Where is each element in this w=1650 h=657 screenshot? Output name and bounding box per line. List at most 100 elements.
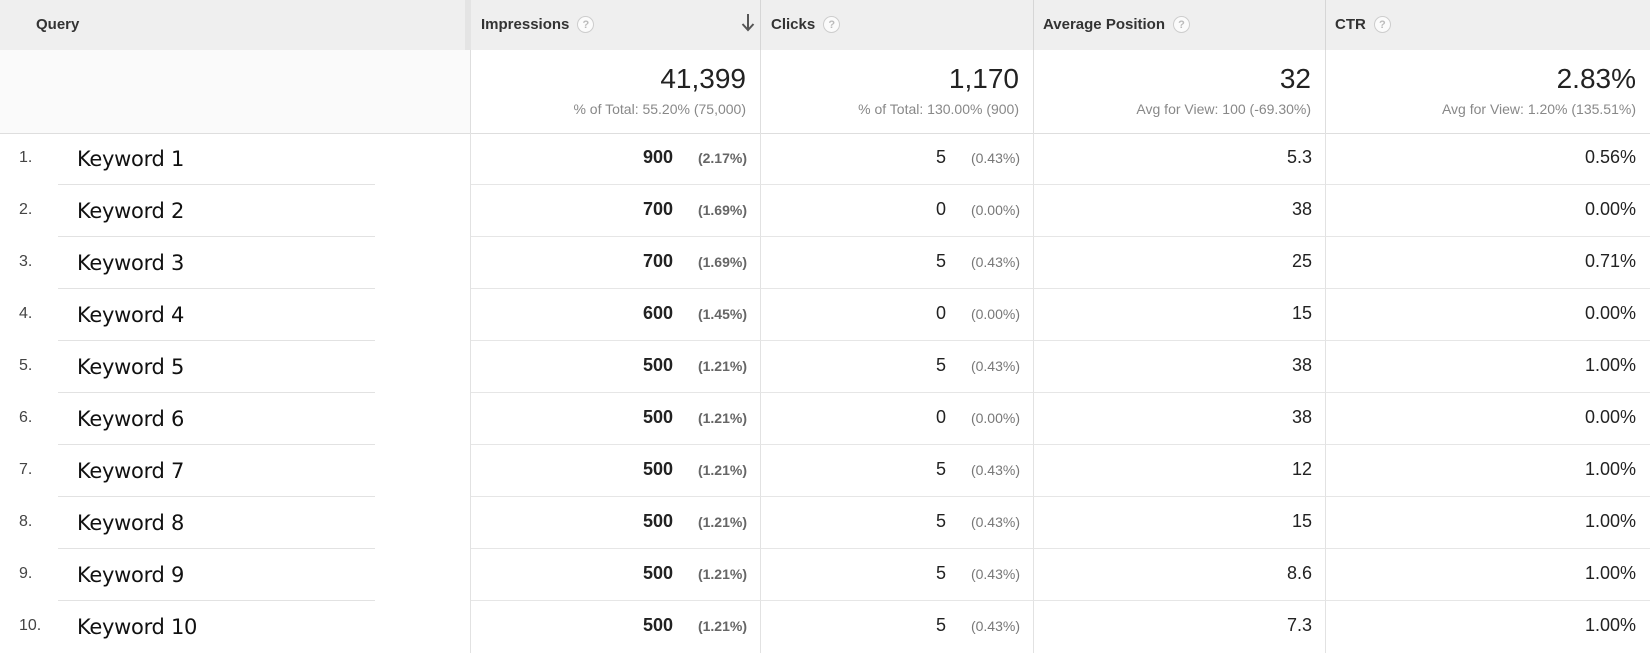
row-index: 5. <box>19 357 33 374</box>
clicks-value: 5 <box>935 355 946 375</box>
column-header-clicks[interactable]: Clicks? <box>761 0 1034 50</box>
impressions-cell: 700 (1.69%) <box>471 185 761 237</box>
query-keyword-link[interactable]: Keyword 6 <box>77 407 185 431</box>
row-index: 6. <box>19 409 33 426</box>
total-value: 32 <box>1279 63 1311 94</box>
column-header-label: CTR <box>1335 16 1366 33</box>
column-header-label: Clicks <box>771 16 816 33</box>
table-row[interactable]: 4. Keyword 4 600 (1.45%) 0 (0.00%) 15 0.… <box>0 289 1650 341</box>
row-index: 10. <box>19 617 42 634</box>
table-row[interactable]: 8. Keyword 8 500 (1.21%) 5 (0.43%) 15 1.… <box>0 497 1650 549</box>
table-row[interactable]: 3. Keyword 3 700 (1.69%) 5 (0.43%) 25 0.… <box>0 237 1650 289</box>
clicks-cell: 5 (0.43%) <box>761 133 1034 185</box>
ctr-cell: 1.00% <box>1326 549 1650 601</box>
column-header-query[interactable]: Query <box>0 0 471 50</box>
query-keyword-link[interactable]: Keyword 5 <box>77 355 185 379</box>
clicks-value: 5 <box>935 147 946 167</box>
clicks-cell: 5 (0.43%) <box>761 497 1034 549</box>
query-keyword-link[interactable]: Keyword 8 <box>77 511 185 535</box>
row-divider <box>58 600 375 601</box>
row-divider <box>58 496 375 497</box>
clicks-cell: 5 (0.43%) <box>761 601 1034 653</box>
average-position-cell: 12 <box>1034 445 1326 497</box>
column-header-ctr[interactable]: CTR? <box>1326 0 1650 50</box>
arrow-down-icon[interactable] <box>741 13 755 33</box>
ctr-cell: 1.00% <box>1326 601 1650 653</box>
column-header-average-position[interactable]: Average Position? <box>1034 0 1326 50</box>
query-keyword-link[interactable]: Keyword 2 <box>77 199 185 223</box>
query-keyword-link[interactable]: Keyword 10 <box>77 615 198 639</box>
impressions-cell: 900 (2.17%) <box>471 133 761 185</box>
impressions-value: 700 <box>642 251 673 271</box>
impressions-cell: 500 (1.21%) <box>471 601 761 653</box>
query-cell: 10. Keyword 10 <box>0 601 471 653</box>
row-divider <box>58 340 375 341</box>
row-divider <box>58 236 375 237</box>
impressions-value: 500 <box>642 511 673 531</box>
table-row[interactable]: 5. Keyword 5 500 (1.21%) 5 (0.43%) 38 1.… <box>0 341 1650 393</box>
average-position-cell: 38 <box>1034 393 1326 445</box>
row-index: 7. <box>19 461 33 478</box>
clicks-cell: 0 (0.00%) <box>761 185 1034 237</box>
table-row[interactable]: 7. Keyword 7 500 (1.21%) 5 (0.43%) 12 1.… <box>0 445 1650 497</box>
ctr-cell: 0.00% <box>1326 393 1650 445</box>
average-position-value: 15 <box>1291 303 1312 323</box>
impressions-cell: 600 (1.45%) <box>471 289 761 341</box>
query-cell: 2. Keyword 2 <box>0 185 471 237</box>
help-icon[interactable]: ? <box>1373 16 1391 33</box>
table-row[interactable]: 6. Keyword 6 500 (1.21%) 0 (0.00%) 38 0.… <box>0 393 1650 445</box>
totals-impressions: 41,399 % of Total: 55.20% (75,000) <box>471 50 761 133</box>
impressions-percent: (1.21%) <box>697 410 747 426</box>
ctr-value: 0.56% <box>1584 147 1636 167</box>
query-keyword-link[interactable]: Keyword 3 <box>77 251 185 275</box>
impressions-percent: (1.21%) <box>697 566 747 582</box>
clicks-value: 5 <box>935 563 946 583</box>
ctr-value: 1.00% <box>1584 355 1636 375</box>
ctr-cell: 1.00% <box>1326 445 1650 497</box>
row-divider <box>58 548 375 549</box>
query-keyword-link[interactable]: Keyword 1 <box>77 147 185 171</box>
table-row[interactable]: 9. Keyword 9 500 (1.21%) 5 (0.43%) 8.6 1… <box>0 549 1650 601</box>
row-index: 2. <box>19 201 33 218</box>
clicks-cell: 5 (0.43%) <box>761 445 1034 497</box>
row-index: 4. <box>19 305 33 322</box>
impressions-cell: 500 (1.21%) <box>471 497 761 549</box>
clicks-value: 5 <box>935 459 946 479</box>
impressions-percent: (1.21%) <box>697 514 747 530</box>
table-row[interactable]: 2. Keyword 2 700 (1.69%) 0 (0.00%) 38 0.… <box>0 185 1650 237</box>
clicks-cell: 0 (0.00%) <box>761 393 1034 445</box>
help-icon[interactable]: ? <box>1172 16 1190 33</box>
query-cell: 6. Keyword 6 <box>0 393 471 445</box>
impressions-cell: 500 (1.21%) <box>471 445 761 497</box>
clicks-cell: 5 (0.43%) <box>761 549 1034 601</box>
query-keyword-link[interactable]: Keyword 4 <box>77 303 185 327</box>
clicks-cell: 0 (0.00%) <box>761 289 1034 341</box>
row-index: 1. <box>19 149 33 166</box>
query-keyword-link[interactable]: Keyword 9 <box>77 563 185 587</box>
clicks-value: 0 <box>935 407 946 427</box>
column-header-label: Query <box>36 16 80 33</box>
clicks-percent: (0.43%) <box>970 254 1020 270</box>
average-position-cell: 7.3 <box>1034 601 1326 653</box>
clicks-percent: (0.43%) <box>970 514 1020 530</box>
table-row[interactable]: 1. Keyword 1 900 (2.17%) 5 (0.43%) 5.3 0… <box>0 133 1650 185</box>
table-row[interactable]: 10. Keyword 10 500 (1.21%) 5 (0.43%) 7.3… <box>0 601 1650 653</box>
average-position-value: 5.3 <box>1286 147 1312 167</box>
average-position-value: 7.3 <box>1286 615 1312 635</box>
ctr-value: 0.00% <box>1584 407 1636 427</box>
help-icon[interactable]: ? <box>823 16 841 33</box>
average-position-value: 38 <box>1291 407 1312 427</box>
ctr-cell: 0.71% <box>1326 237 1650 289</box>
row-index: 3. <box>19 253 33 270</box>
query-cell: 4. Keyword 4 <box>0 289 471 341</box>
query-cell: 8. Keyword 8 <box>0 497 471 549</box>
query-cell: 1. Keyword 1 <box>0 133 471 185</box>
row-divider <box>58 288 375 289</box>
total-subtext: Avg for View: 100 (-69.30%) <box>1136 101 1311 117</box>
help-icon[interactable]: ? <box>577 16 595 33</box>
impressions-percent: (1.69%) <box>697 202 747 218</box>
average-position-cell: 15 <box>1034 497 1326 549</box>
query-keyword-link[interactable]: Keyword 7 <box>77 459 185 483</box>
column-header-impressions[interactable]: Impressions? <box>471 0 761 50</box>
